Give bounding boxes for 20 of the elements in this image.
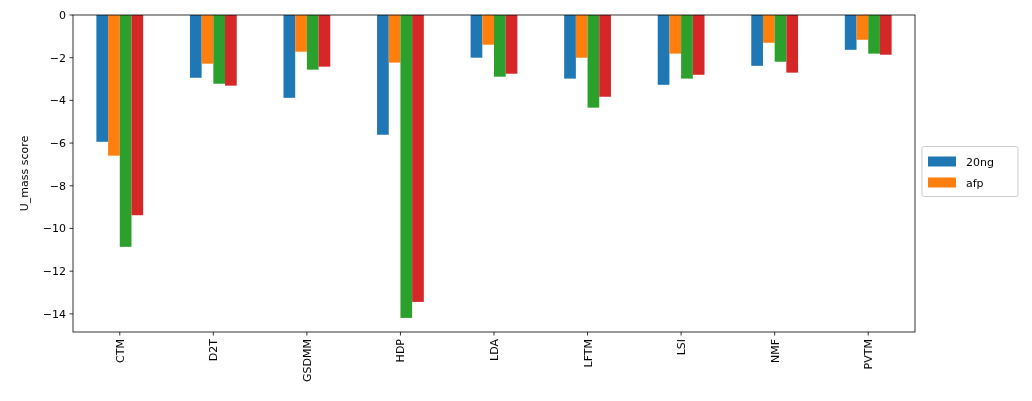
y-tick-label: −8 (49, 179, 66, 193)
y-tick-label: −12 (42, 265, 66, 279)
x-tick-label: D2T (207, 338, 221, 362)
x-tick-label: CTM (113, 339, 127, 363)
x-tick-label: NMF (768, 339, 782, 364)
x-tick-label: LDA (488, 338, 501, 361)
legend-label: afp (966, 176, 984, 190)
y-tick-label: −4 (49, 94, 66, 108)
y-tick-label: −10 (42, 222, 66, 236)
legend-label: 20ng (966, 155, 994, 169)
y-tick-label: −14 (42, 307, 66, 321)
y-tick-label: −2 (49, 51, 66, 65)
x-tick-label: HDP (394, 338, 408, 363)
x-tick-label: LSI (675, 339, 689, 356)
y-axis-title: U_mass score (18, 135, 31, 212)
x-tick-label: GSDMM (300, 339, 314, 382)
x-tick-label: LFTM (581, 339, 595, 368)
y-tick-label: 0 (59, 8, 66, 22)
y-tick-label: −6 (49, 136, 66, 150)
x-tick-label: PVTM (862, 339, 876, 370)
